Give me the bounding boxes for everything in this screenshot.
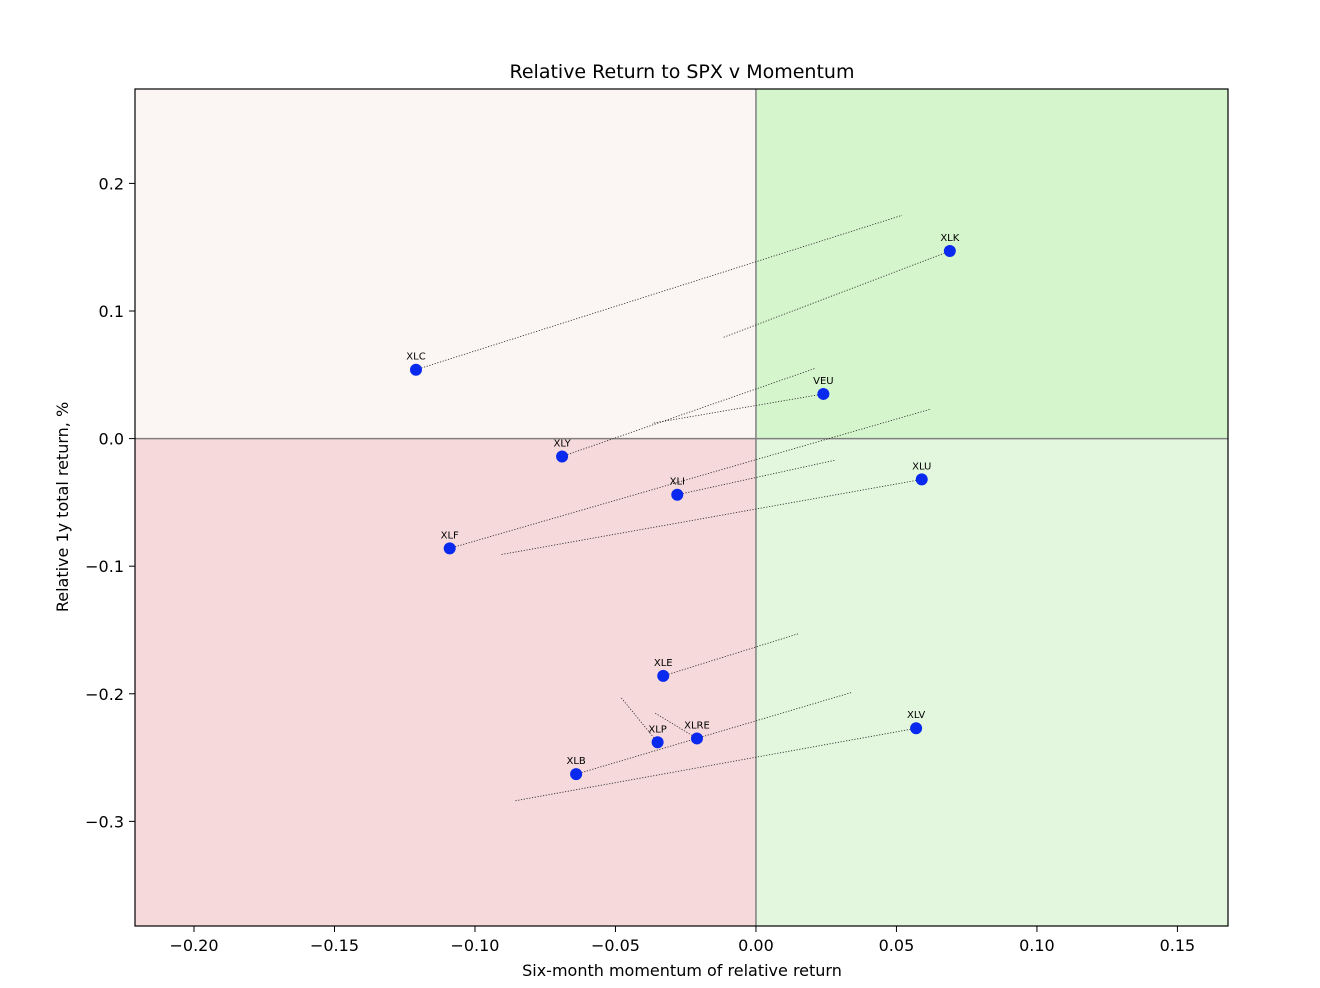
- point-xle: [657, 669, 670, 682]
- y-tick-label: 0.0: [99, 430, 124, 449]
- trail-xle: [663, 633, 799, 677]
- momentum-trails: [415, 214, 950, 802]
- x-axis-ticks: −0.20 −0.15 −0.10 −0.05 0.00 0.05 0.10 0.15: [169, 926, 1195, 955]
- quadrant-top-left: [135, 89, 756, 439]
- point-veu: [817, 387, 830, 400]
- point-label-xlu: XLU: [912, 461, 931, 472]
- y-tick-label: −0.2: [85, 685, 124, 704]
- point-label-veu: VEU: [813, 376, 833, 387]
- point-label-xlf: XLF: [441, 530, 459, 541]
- point-label-xli: XLI: [670, 477, 685, 488]
- point-xly: [556, 450, 569, 463]
- x-tick-label: −0.10: [450, 936, 499, 955]
- chart-title: Relative Return to SPX v Momentum: [510, 61, 855, 83]
- x-tick-label: 0.10: [1019, 936, 1055, 955]
- trail-xlc: [415, 214, 903, 371]
- quadrant-bottom-left: [135, 438, 756, 926]
- point-label-xlk: XLK: [940, 233, 959, 244]
- x-axis-label: Six-month momentum of relative return: [522, 961, 842, 980]
- point-label-xlb: XLB: [566, 756, 585, 767]
- point-labels: XLC XLK VEU XLY XLI XLU XLF XLE XLV XLRE XLP XLB: [406, 233, 959, 767]
- y-tick-label: −0.1: [85, 557, 124, 576]
- data-points: [409, 245, 956, 781]
- point-xlu: [915, 473, 928, 486]
- trail-veu: [651, 393, 824, 424]
- point-label-xlc: XLC: [406, 352, 425, 363]
- y-tick-label: 0.1: [99, 302, 124, 321]
- point-xlre: [690, 732, 703, 745]
- point-label-xlre: XLRE: [684, 720, 710, 731]
- point-xlp: [651, 736, 664, 749]
- y-axis-label: Relative 1y total return, %: [53, 402, 72, 612]
- trail-xlf: [449, 408, 931, 549]
- point-label-xlp: XLP: [648, 724, 666, 735]
- y-axis-ticks: 0.2 0.1 0.0 −0.1 −0.2 −0.3: [85, 174, 135, 831]
- point-xli: [671, 488, 684, 501]
- point-label-xlv: XLV: [907, 710, 925, 721]
- trail-xlu: [500, 479, 922, 556]
- point-label-xly: XLY: [553, 438, 571, 449]
- x-tick-label: −0.05: [591, 936, 640, 955]
- point-xlv: [910, 722, 923, 735]
- trail-xlp: [620, 697, 658, 743]
- quadrant-backgrounds: [135, 89, 1228, 926]
- x-tick-label: −0.15: [310, 936, 359, 955]
- trail-xlv: [514, 727, 917, 802]
- point-label-xle: XLE: [654, 658, 673, 669]
- x-tick-label: −0.20: [169, 936, 218, 955]
- plot-frame: [134, 88, 1229, 927]
- point-xlf: [443, 542, 456, 555]
- x-tick-label: 0.00: [738, 936, 774, 955]
- point-xlk: [943, 245, 956, 258]
- quadrant-bottom-right: [755, 438, 1228, 926]
- x-tick-label: 0.05: [879, 936, 915, 955]
- quadrant-top-right: [755, 89, 1228, 439]
- y-tick-label: −0.3: [85, 812, 124, 831]
- point-xlc: [409, 363, 422, 376]
- x-tick-label: 0.15: [1160, 936, 1196, 955]
- trail-xlb: [576, 692, 852, 775]
- y-tick-label: 0.2: [99, 174, 124, 193]
- point-xlb: [570, 768, 583, 781]
